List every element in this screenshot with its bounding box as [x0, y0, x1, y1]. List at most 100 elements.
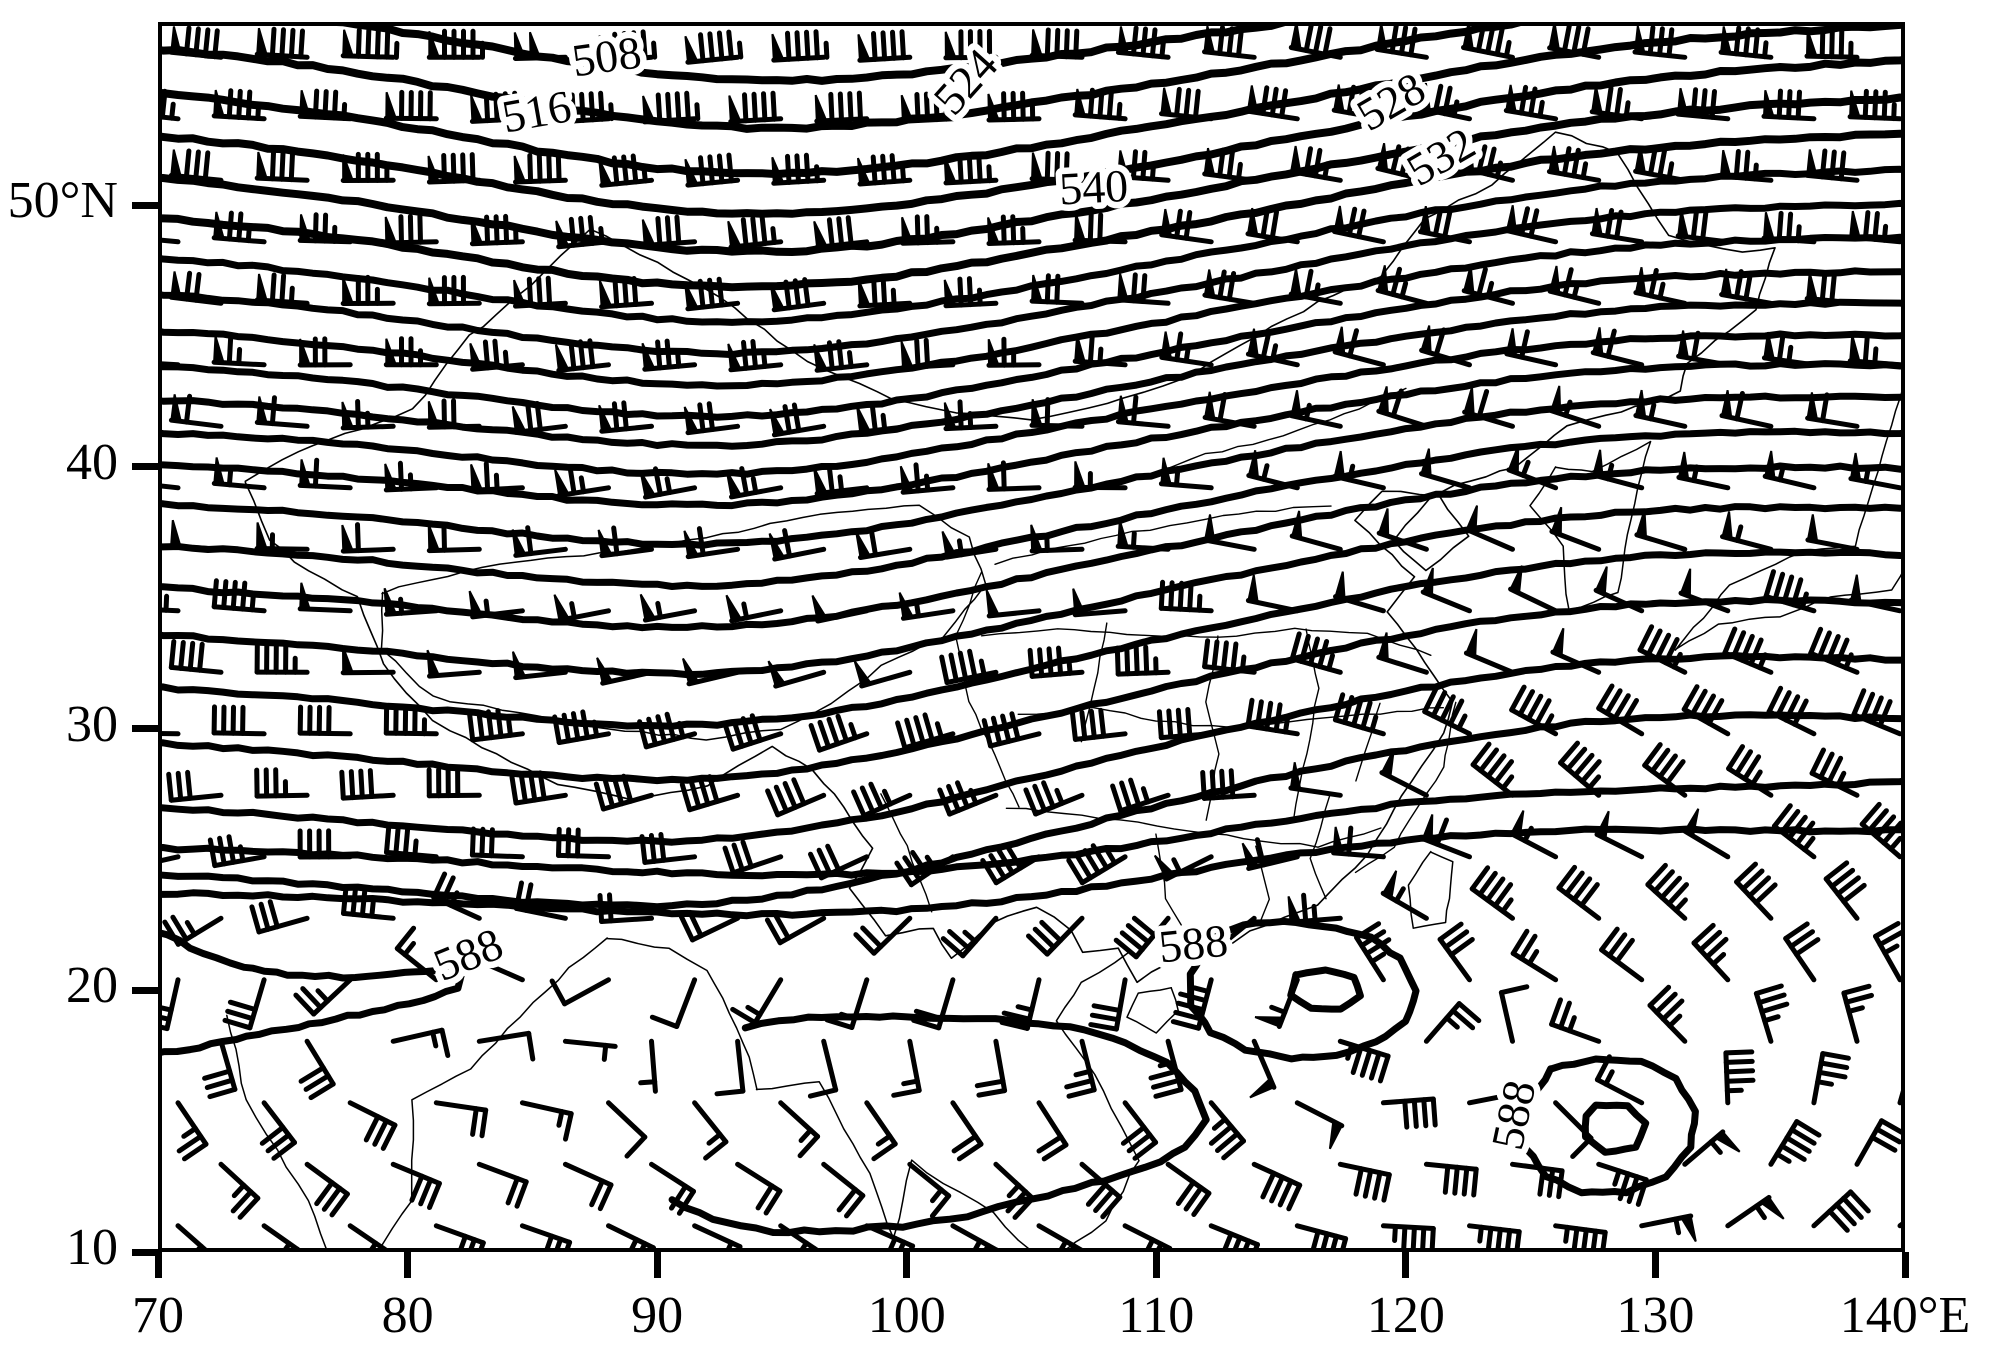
y-axis-tick [132, 201, 158, 209]
barb-half [502, 349, 510, 369]
barb-full [967, 648, 978, 680]
barb-full [1185, 707, 1193, 738]
wind-barb [1547, 22, 1602, 60]
wind-barb [341, 885, 396, 921]
barb-pennant [1290, 268, 1302, 298]
barb-pennant [1030, 398, 1043, 427]
wind-barb [433, 1100, 489, 1139]
barb-half [676, 720, 686, 740]
barb-full [730, 1006, 758, 1026]
wind-barb [1029, 273, 1085, 306]
barb-full [970, 1238, 983, 1252]
wind-barb [1026, 915, 1085, 957]
barb-full [159, 88, 168, 120]
barb-full [1877, 699, 1893, 729]
barb-full [1820, 392, 1830, 424]
barb-full [587, 215, 596, 246]
wind-barb [1380, 1096, 1438, 1130]
barb-full [402, 825, 411, 857]
wind-barb [1202, 147, 1257, 183]
barb-full [1439, 694, 1456, 723]
barb-full [1309, 1228, 1321, 1252]
barb-full [1637, 624, 1655, 653]
barb-full [1881, 89, 1888, 121]
wind-barb [1859, 801, 1904, 860]
geography-line [244, 131, 1776, 984]
barb-full [1130, 149, 1138, 181]
barb-pennant [813, 343, 829, 372]
barb-full [947, 929, 972, 952]
barb-pennant [943, 402, 957, 430]
wind-barb [864, 1100, 898, 1162]
barb-full [588, 91, 596, 123]
barb-pennant [596, 657, 614, 685]
barb-full [1747, 875, 1771, 899]
wind-barb [297, 336, 353, 368]
barb-full [339, 769, 346, 801]
barb-full [1411, 1098, 1419, 1129]
barb-pennant [1719, 149, 1732, 179]
barb-full [742, 92, 749, 124]
wind-barb [1462, 386, 1515, 429]
barb-full [942, 90, 950, 122]
barb-half [655, 600, 663, 620]
barb-full [1020, 90, 1026, 122]
wind-barb [727, 339, 784, 373]
wind-barb [1289, 390, 1343, 429]
barb-full [1347, 328, 1359, 359]
wind-barb [649, 977, 698, 1029]
barb-full [1881, 820, 1904, 846]
wind-barb [1464, 505, 1515, 552]
barb-full [1054, 27, 1061, 59]
barb-pennant [1377, 386, 1389, 416]
wind-barb [553, 594, 611, 623]
barb-full [1390, 388, 1404, 419]
barb-full [1151, 1078, 1182, 1090]
barb-full [1066, 857, 1085, 886]
barb-pennant [1683, 808, 1700, 838]
barb-full [1841, 882, 1867, 904]
wind-barb [1719, 389, 1774, 429]
barb-full [807, 1087, 839, 1099]
barb-full [1784, 1135, 1812, 1154]
barb-full [764, 917, 783, 946]
barb-half [1192, 985, 1211, 994]
wind-barb [1634, 509, 1688, 552]
barb-full [1286, 1182, 1303, 1212]
barb-full [1772, 571, 1786, 602]
barb-full [1303, 146, 1313, 177]
barb-pennant [213, 211, 226, 240]
wind-barb [1589, 85, 1645, 122]
barb-half [875, 1133, 893, 1147]
barb-full [1723, 1058, 1755, 1065]
x-axis-tick [1651, 1252, 1659, 1278]
barb-half [1526, 949, 1540, 966]
barb-full [1617, 1171, 1631, 1202]
barb-full [1606, 932, 1628, 959]
barb-full [637, 719, 649, 750]
barb-full [1039, 919, 1063, 943]
wind-barb [1682, 1129, 1741, 1167]
barb-pennant [470, 95, 484, 123]
barb-full [665, 91, 672, 123]
barb-full [612, 277, 620, 309]
wind-barb [1331, 825, 1386, 860]
barb-full [658, 832, 667, 863]
barb-full [1509, 684, 1527, 713]
barb-half [1888, 835, 1903, 852]
y-axis-tick [132, 463, 158, 471]
wind-barb [1110, 777, 1171, 814]
barb-full [1872, 211, 1880, 242]
barb-full [1089, 1012, 1121, 1023]
barb-full [1131, 25, 1139, 57]
barb-full [1173, 1009, 1204, 1022]
wind-barb [598, 400, 654, 434]
barb-half [1157, 1059, 1177, 1069]
barb-half [1326, 653, 1335, 672]
barb-full [1614, 209, 1624, 241]
barb-pennant [1509, 565, 1523, 595]
wind-barb [249, 899, 310, 935]
barb-pennant [1375, 23, 1388, 53]
wind-barb [476, 1030, 536, 1062]
barb-full [895, 720, 908, 751]
